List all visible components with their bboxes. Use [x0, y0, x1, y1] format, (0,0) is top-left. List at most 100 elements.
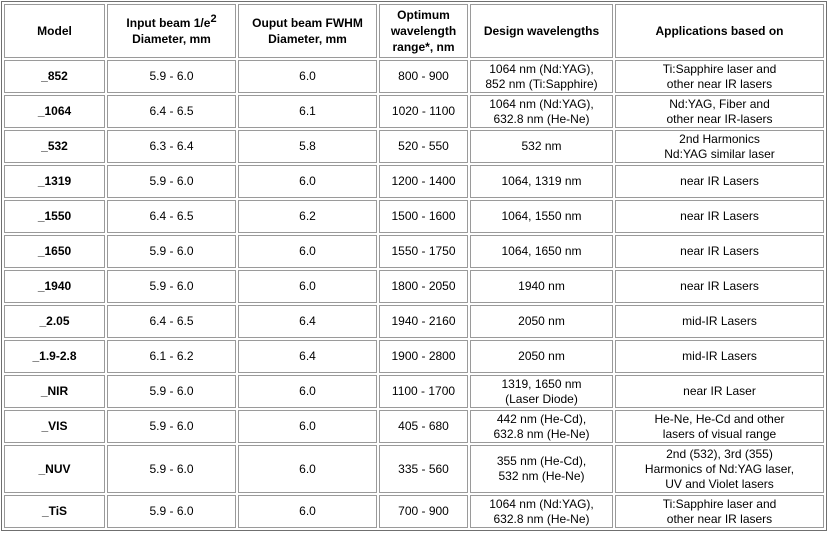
cell-design-wavelengths: 355 nm (He-Cd), 532 nm (He-Ne)	[470, 445, 613, 493]
header-design-wavelengths: Design wavelengths	[470, 4, 613, 58]
cell-output-diameter: 6.0	[238, 60, 377, 93]
table-row: _1940 5.9 - 6.0 6.0 1800 - 2050 1940 nm near …	[4, 270, 824, 303]
cell-model: _1650	[4, 235, 105, 268]
cell-input-diameter: 5.9 - 6.0	[107, 410, 236, 443]
header-output-beam: Ouput beam FWHM Diameter, mm	[238, 4, 377, 58]
cell-input-diameter: 5.9 - 6.0	[107, 270, 236, 303]
cell-design-wavelengths: 1064, 1319 nm	[470, 165, 613, 198]
cell-applications: near IR Lasers	[615, 165, 824, 198]
cell-design-wavelengths: 1064 nm (Nd:YAG), 852 nm (Ti:Sapphire)	[470, 60, 613, 93]
cell-design-wavelengths: 1319, 1650 nm (Laser Diode)	[470, 375, 613, 408]
cell-input-diameter: 5.9 - 6.0	[107, 165, 236, 198]
cell-input-diameter: 5.9 - 6.0	[107, 445, 236, 493]
cell-output-diameter: 6.2	[238, 200, 377, 233]
cell-output-diameter: 6.0	[238, 270, 377, 303]
cell-input-diameter: 5.9 - 6.0	[107, 60, 236, 93]
cell-output-diameter: 6.0	[238, 495, 377, 528]
table-row: _532 6.3 - 6.4 5.8 520 - 550 532 nm 2nd Harmo…	[4, 130, 824, 163]
cell-model: _VIS	[4, 410, 105, 443]
cell-output-diameter: 6.4	[238, 340, 377, 373]
table-row: _1064 6.4 - 6.5 6.1 1020 - 1100 1064 nm (Nd:…	[4, 95, 824, 128]
cell-model: _TiS	[4, 495, 105, 528]
header-input-beam: Input beam 1/e2 Diameter, mm	[107, 4, 236, 58]
cell-output-diameter: 6.0	[238, 445, 377, 493]
cell-output-diameter: 6.0	[238, 235, 377, 268]
table-row: _1.9-2.8 6.1 - 6.2 6.4 1900 - 2800 2050 nm mi…	[4, 340, 824, 373]
cell-applications: Ti:Sapphire laser and other near IR lase…	[615, 60, 824, 93]
cell-optimum-range: 1940 - 2160	[379, 305, 468, 338]
header-model: Model	[4, 4, 105, 58]
cell-output-diameter: 5.8	[238, 130, 377, 163]
cell-output-diameter: 6.4	[238, 305, 377, 338]
cell-optimum-range: 1100 - 1700	[379, 375, 468, 408]
cell-model: _NUV	[4, 445, 105, 493]
cell-model: _2.05	[4, 305, 105, 338]
cell-applications: near IR Lasers	[615, 270, 824, 303]
cell-applications: He-Ne, He-Cd and other lasers of visual …	[615, 410, 824, 443]
cell-optimum-range: 1550 - 1750	[379, 235, 468, 268]
cell-model: _852	[4, 60, 105, 93]
cell-model: _NIR	[4, 375, 105, 408]
beam-expander-spec-table: Model Input beam 1/e2 Diameter, mm Ouput …	[1, 1, 827, 531]
cell-design-wavelengths: 1064 nm (Nd:YAG), 632.8 nm (He-Ne)	[470, 495, 613, 528]
cell-design-wavelengths: 1940 nm	[470, 270, 613, 303]
cell-design-wavelengths: 1064, 1650 nm	[470, 235, 613, 268]
cell-optimum-range: 405 - 680	[379, 410, 468, 443]
table-row: _NIR 5.9 - 6.0 6.0 1100 - 1700 1319, 1650 nm…	[4, 375, 824, 408]
cell-applications: 2nd Harmonics Nd:YAG similar laser	[615, 130, 824, 163]
cell-optimum-range: 800 - 900	[379, 60, 468, 93]
cell-input-diameter: 6.4 - 6.5	[107, 95, 236, 128]
cell-applications: near IR Laser	[615, 375, 824, 408]
cell-optimum-range: 520 - 550	[379, 130, 468, 163]
table-row: _TiS 5.9 - 6.0 6.0 700 - 900 1064 nm (Nd:YAG…	[4, 495, 824, 528]
cell-output-diameter: 6.0	[238, 410, 377, 443]
cell-design-wavelengths: 1064, 1550 nm	[470, 200, 613, 233]
cell-output-diameter: 6.0	[238, 165, 377, 198]
cell-design-wavelengths: 442 nm (He-Cd), 632.8 nm (He-Ne)	[470, 410, 613, 443]
cell-applications: Ti:Sapphire laser and other near IR lase…	[615, 495, 824, 528]
cell-applications: near IR Lasers	[615, 235, 824, 268]
cell-optimum-range: 1900 - 2800	[379, 340, 468, 373]
header-input-beam-superscript: 2	[210, 13, 217, 25]
cell-design-wavelengths: 1064 nm (Nd:YAG), 632.8 nm (He-Ne)	[470, 95, 613, 128]
cell-input-diameter: 5.9 - 6.0	[107, 375, 236, 408]
cell-input-diameter: 6.4 - 6.5	[107, 305, 236, 338]
header-applications: Applications based on	[615, 4, 824, 58]
cell-design-wavelengths: 532 nm	[470, 130, 613, 163]
cell-applications: mid-IR Lasers	[615, 340, 824, 373]
header-input-beam-line1: Input beam 1/e	[126, 16, 211, 30]
table-body: _852 5.9 - 6.0 6.0 800 - 900 1064 nm (Nd:YAG…	[4, 60, 824, 528]
cell-input-diameter: 6.4 - 6.5	[107, 200, 236, 233]
table-row: _VIS 5.9 - 6.0 6.0 405 - 680 442 nm (He-Cd),…	[4, 410, 824, 443]
cell-model: _532	[4, 130, 105, 163]
cell-model: _1550	[4, 200, 105, 233]
cell-model: _1.9-2.8	[4, 340, 105, 373]
cell-model: _1064	[4, 95, 105, 128]
cell-applications: Nd:YAG, Fiber and other near IR-lasers	[615, 95, 824, 128]
table-row: _2.05 6.4 - 6.5 6.4 1940 - 2160 2050 nm mid-I…	[4, 305, 824, 338]
cell-applications: near IR Lasers	[615, 200, 824, 233]
header-optimum-range: Optimum wavelength range*, nm	[379, 4, 468, 58]
cell-optimum-range: 335 - 560	[379, 445, 468, 493]
cell-applications: 2nd (532), 3rd (355) Harmonics of Nd:YAG…	[615, 445, 824, 493]
table-row: _NUV 5.9 - 6.0 6.0 335 - 560 355 nm (He-Cd),…	[4, 445, 824, 493]
cell-output-diameter: 6.1	[238, 95, 377, 128]
header-input-beam-line2: Diameter, mm	[132, 32, 211, 46]
cell-input-diameter: 6.3 - 6.4	[107, 130, 236, 163]
cell-optimum-range: 1200 - 1400	[379, 165, 468, 198]
cell-optimum-range: 1800 - 2050	[379, 270, 468, 303]
cell-applications: mid-IR Lasers	[615, 305, 824, 338]
cell-optimum-range: 1020 - 1100	[379, 95, 468, 128]
cell-optimum-range: 700 - 900	[379, 495, 468, 528]
cell-input-diameter: 5.9 - 6.0	[107, 235, 236, 268]
cell-optimum-range: 1500 - 1600	[379, 200, 468, 233]
cell-model: _1319	[4, 165, 105, 198]
table-row: _1650 5.9 - 6.0 6.0 1550 - 1750 1064, 1650 n…	[4, 235, 824, 268]
table-row: _1319 5.9 - 6.0 6.0 1200 - 1400 1064, 1319 n…	[4, 165, 824, 198]
cell-model: _1940	[4, 270, 105, 303]
cell-output-diameter: 6.0	[238, 375, 377, 408]
cell-input-diameter: 5.9 - 6.0	[107, 495, 236, 528]
table-row: _1550 6.4 - 6.5 6.2 1500 - 1600 1064, 1550 n…	[4, 200, 824, 233]
cell-input-diameter: 6.1 - 6.2	[107, 340, 236, 373]
table-row: _852 5.9 - 6.0 6.0 800 - 900 1064 nm (Nd:YAG…	[4, 60, 824, 93]
